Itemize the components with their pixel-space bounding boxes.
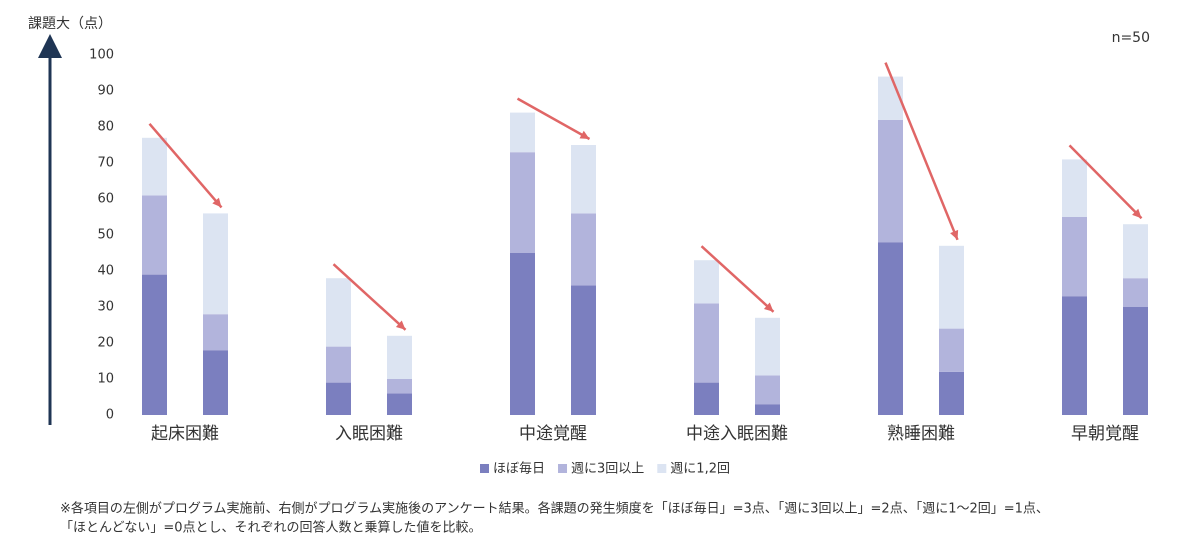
bar-segment xyxy=(326,278,351,347)
bar-segment xyxy=(878,242,903,415)
bar-segment xyxy=(939,328,964,372)
bar-segment xyxy=(326,382,351,415)
x-tick-label: 熟睡困難 xyxy=(887,423,955,444)
bar-segment xyxy=(755,317,780,376)
trend-arrow xyxy=(1068,144,1143,220)
y-tick-label: 40 xyxy=(97,264,114,279)
y-tick-label: 50 xyxy=(97,228,114,243)
trend-arrow-head xyxy=(763,302,774,312)
bar-segment xyxy=(142,195,167,275)
x-tick-label: 入眠困難 xyxy=(335,424,403,444)
bar-segment xyxy=(142,274,167,415)
trend-arrow xyxy=(332,263,407,331)
bar-segment xyxy=(694,382,719,415)
legend-swatch xyxy=(558,464,568,473)
legend-label: ほぼ毎日 xyxy=(493,461,545,477)
x-tick-label: 早朝覚醒 xyxy=(1071,424,1139,444)
bar-segment xyxy=(939,245,964,329)
bar-segment xyxy=(939,371,964,415)
bar-segment xyxy=(326,346,351,383)
bar-segment xyxy=(510,112,535,153)
bar-segment xyxy=(142,137,167,196)
bar-segment xyxy=(694,260,719,304)
trend-arrow-head xyxy=(395,320,406,330)
trend-arrow-head xyxy=(212,197,222,208)
bar-segment xyxy=(387,335,412,379)
y-tick-label: 30 xyxy=(97,300,114,315)
bar-segment xyxy=(1123,224,1148,279)
bar-segment xyxy=(387,379,412,394)
bar-segment xyxy=(1062,159,1087,217)
bar-segment xyxy=(1062,296,1087,415)
y-tick-label: 90 xyxy=(97,84,114,99)
note: ※各項目の左側がプログラム実施前、右側がプログラム実施後のアンケート結果。各課題… xyxy=(60,501,1049,517)
y-tick-label: 100 xyxy=(89,48,114,63)
bar-segment xyxy=(203,350,228,415)
trend-arrow-head xyxy=(579,130,590,139)
bar-segment xyxy=(694,303,719,383)
note: 「ほとんどない」=0点とし、それぞれの回答人数と乗算した値を比較。 xyxy=(60,520,482,536)
y-tick-label: 70 xyxy=(97,156,114,171)
legend-swatch xyxy=(657,464,667,473)
trend-arrow xyxy=(516,97,591,141)
bar-segment xyxy=(1123,278,1148,307)
legend-swatch xyxy=(480,464,489,473)
bar-segment xyxy=(387,393,412,415)
y-tick-label: 60 xyxy=(97,192,114,207)
legend-label: 週に1,2回 xyxy=(670,462,730,477)
bar-segment xyxy=(755,404,780,415)
x-tick-label: 起床困難 xyxy=(151,424,219,444)
annotation: n=50 xyxy=(1112,30,1150,46)
bar-segment xyxy=(878,119,903,243)
bar-segment xyxy=(1123,307,1148,415)
y-tick-label: 80 xyxy=(97,120,114,135)
y-tick-label: 20 xyxy=(97,336,114,351)
bar-segment xyxy=(571,213,596,286)
bar-segment xyxy=(510,152,535,253)
bar-segment xyxy=(571,145,596,214)
x-tick-label: 中途覚醒 xyxy=(519,424,587,444)
bar-segment xyxy=(510,253,535,415)
trend-arrow xyxy=(884,62,959,241)
bar-segment xyxy=(571,285,596,415)
y-tick-label: 10 xyxy=(97,372,114,387)
trend-arrow-head xyxy=(1132,208,1142,219)
x-tick-label: 中途入眠困難 xyxy=(686,424,788,444)
y-tick-label: 0 xyxy=(106,408,114,423)
trend-arrow xyxy=(148,122,223,209)
bar-segment xyxy=(755,375,780,405)
bar-segment xyxy=(203,213,228,315)
y-axis-label: 課題大（点） xyxy=(28,16,112,32)
trend-arrow-head xyxy=(950,229,959,240)
bar-segment xyxy=(1062,217,1087,297)
trend-arrow xyxy=(700,245,775,313)
bar-segment xyxy=(203,314,228,351)
legend-label: 週に3回以上 xyxy=(571,462,644,477)
